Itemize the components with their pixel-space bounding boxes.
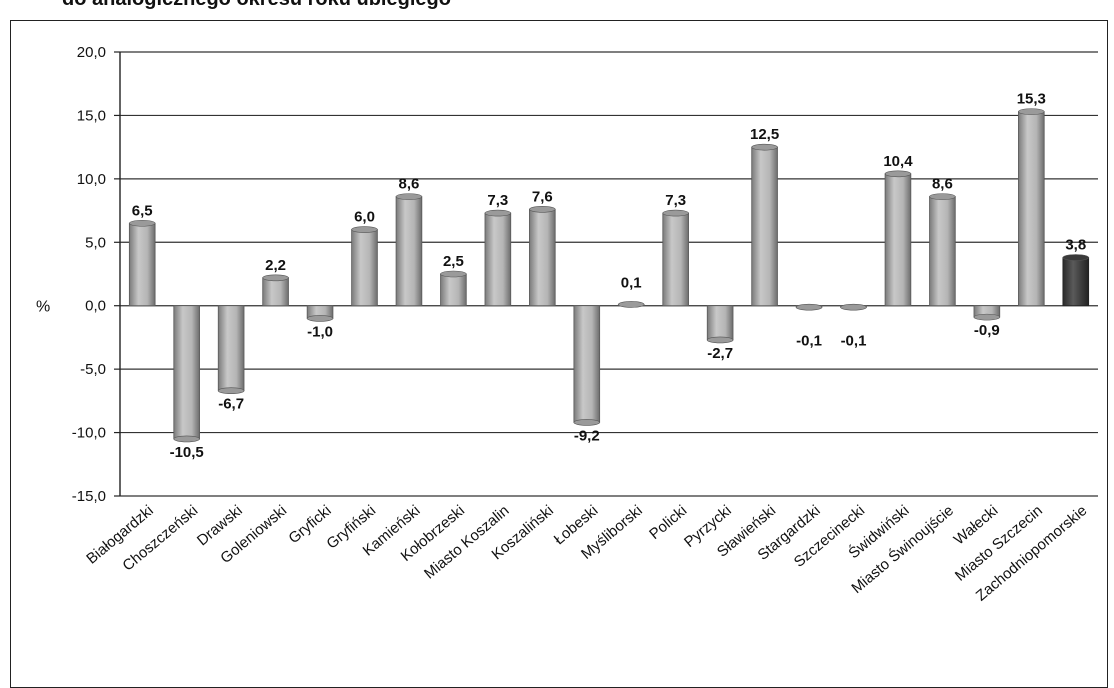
data-label: -0,9 <box>974 322 1000 339</box>
bar <box>884 173 912 307</box>
data-label: 7,6 <box>532 188 553 205</box>
bar <box>217 305 245 392</box>
bar-cap <box>884 170 912 178</box>
bar <box>706 305 734 341</box>
bar-cap <box>573 419 600 426</box>
data-label: 15,3 <box>1017 91 1046 108</box>
bar-cap <box>217 387 245 395</box>
bar-cap <box>306 315 334 322</box>
bar-cap <box>351 226 378 233</box>
bars <box>128 108 1090 443</box>
data-label: -9,2 <box>574 427 600 444</box>
y-tick-label: 20,0 <box>77 44 106 61</box>
data-label: 0,1 <box>621 275 642 292</box>
data-label: -0,1 <box>841 333 867 350</box>
data-label: -1,0 <box>307 323 333 340</box>
data-label: 6,5 <box>132 202 153 219</box>
bar <box>173 305 200 440</box>
bar-cap <box>1018 108 1045 115</box>
data-label: -2,7 <box>707 345 733 362</box>
data-label: 12,5 <box>750 126 779 143</box>
data-label: -6,7 <box>218 396 244 413</box>
data-labels: 6,5 -10,5 -6,7 2,2 -1,0 6,0 8,6 2,5 7,3 7,6 -9,2 0,… <box>132 91 1086 461</box>
y-tick-label: -10,0 <box>72 425 106 442</box>
axes: 20,0 15,0 10,0 5,0 0,0 -5,0 -10,0 -15,0% <box>36 44 121 505</box>
y-tick-label: -5,0 <box>80 361 106 378</box>
y-tick-label: 10,0 <box>77 171 106 188</box>
bar-cap <box>840 303 867 311</box>
data-label: 10,4 <box>883 153 913 170</box>
bar-cap <box>173 435 200 443</box>
category-labels: BiałogardzkiChoszczeńskiDrawskiGoleniows… <box>83 501 1090 604</box>
bar-cap <box>706 336 734 344</box>
data-label: -0,1 <box>796 333 822 350</box>
chart-title: do analogicznego okresu roku ubiegłego <box>62 0 451 11</box>
y-tick-label: 0,0 <box>85 298 106 315</box>
bar <box>573 305 601 423</box>
bar-cap <box>1062 254 1089 261</box>
bar-cap <box>440 270 467 278</box>
data-label: 2,5 <box>443 253 464 270</box>
bar <box>395 196 423 307</box>
y-tick-label: -15,0 <box>72 488 106 505</box>
data-label: 8,6 <box>932 176 953 193</box>
bar <box>662 212 689 307</box>
bar-cap <box>395 193 423 200</box>
bar <box>440 273 467 307</box>
data-label: 7,3 <box>487 192 508 209</box>
data-label: 6,0 <box>354 209 375 226</box>
data-label: 7,3 <box>665 192 686 209</box>
y-tick-label: 15,0 <box>77 107 106 124</box>
bar-cap <box>929 193 956 200</box>
bar <box>1062 257 1090 307</box>
bar-cap <box>618 301 645 308</box>
bar-cap <box>662 209 689 217</box>
bar <box>262 277 289 307</box>
data-label: 8,6 <box>399 176 420 193</box>
bar-cap <box>795 303 823 311</box>
bar-cap <box>973 313 1001 321</box>
bar <box>529 208 556 307</box>
bar-cap <box>129 219 156 227</box>
bar-cap <box>484 209 512 217</box>
data-label: -10,5 <box>170 444 204 461</box>
bar <box>751 146 778 307</box>
bar <box>128 222 156 307</box>
y-tick-label: 5,0 <box>85 234 106 251</box>
y-axis-unit-label: % <box>36 299 50 316</box>
bar-cap <box>529 206 556 213</box>
bar <box>484 212 512 307</box>
bar <box>929 196 956 307</box>
bar-cap <box>751 143 778 151</box>
bar <box>1018 111 1045 307</box>
data-label: 2,2 <box>265 257 286 274</box>
bar <box>351 229 378 307</box>
bar-cap <box>262 274 289 282</box>
data-label: 3,8 <box>1065 237 1086 254</box>
